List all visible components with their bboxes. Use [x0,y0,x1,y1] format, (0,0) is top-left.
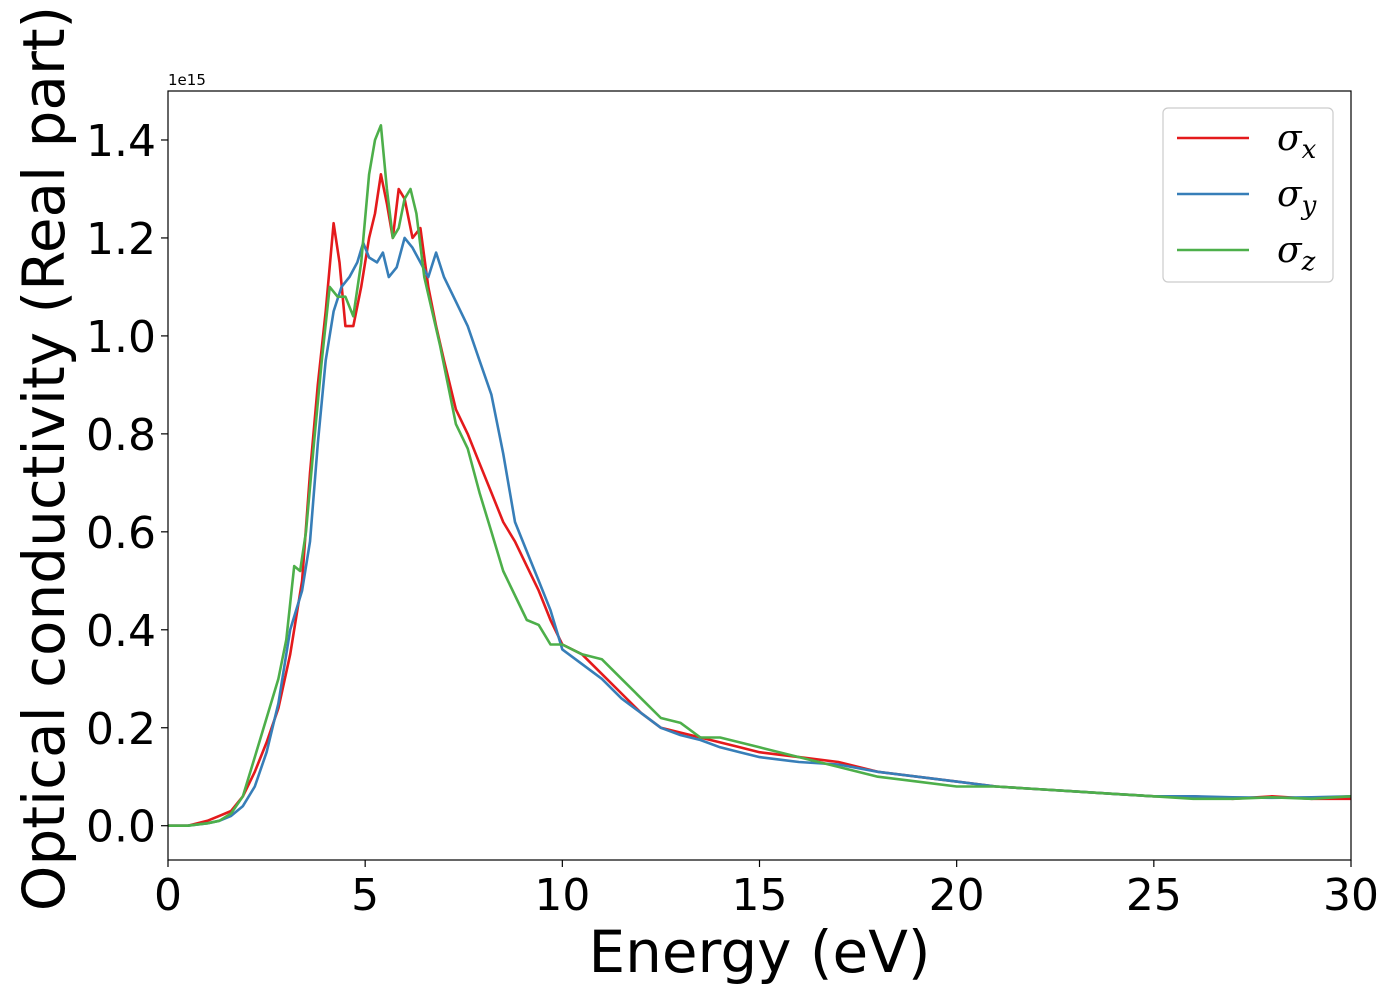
series-line-y [168,236,1351,828]
y-tick-label: 1.4 [86,116,156,167]
x-tick-label: 30 [1323,870,1379,921]
y-tick-label: 0.0 [86,802,156,853]
legend-label-x: σx [1277,118,1317,165]
series-layer [168,124,1351,828]
y-tick-label: 1.0 [86,312,156,363]
y-tick-label: 1.2 [86,214,156,265]
x-tick-label: 5 [351,870,379,921]
legend-label-z: σz [1277,230,1316,277]
y-axis-label: Optical conductivity (Real part) [10,6,78,911]
legend-label-y: σy [1277,174,1317,221]
y-offset-label: 1e15 [168,71,206,89]
series-line-z [168,124,1351,828]
x-tick-label: 20 [929,870,985,921]
y-tick-label: 0.4 [86,606,156,657]
ticks-layer: 0 5 10 15 20 25 30 0.0 0.2 0.4 0.6 0.8 1.0 1.2 1.4 [86,116,1379,921]
x-tick-label: 0 [154,870,182,921]
x-tick-label: 25 [1126,870,1182,921]
x-tick-label: 10 [534,870,590,921]
y-tick-label: 0.6 [86,508,156,559]
legend: σx σy σz [1162,107,1334,283]
y-tick-label: 0.2 [86,704,156,755]
y-tick-label: 0.8 [86,410,156,461]
x-tick-label: 15 [732,870,788,921]
x-axis-label: Energy (eV) [588,918,930,986]
